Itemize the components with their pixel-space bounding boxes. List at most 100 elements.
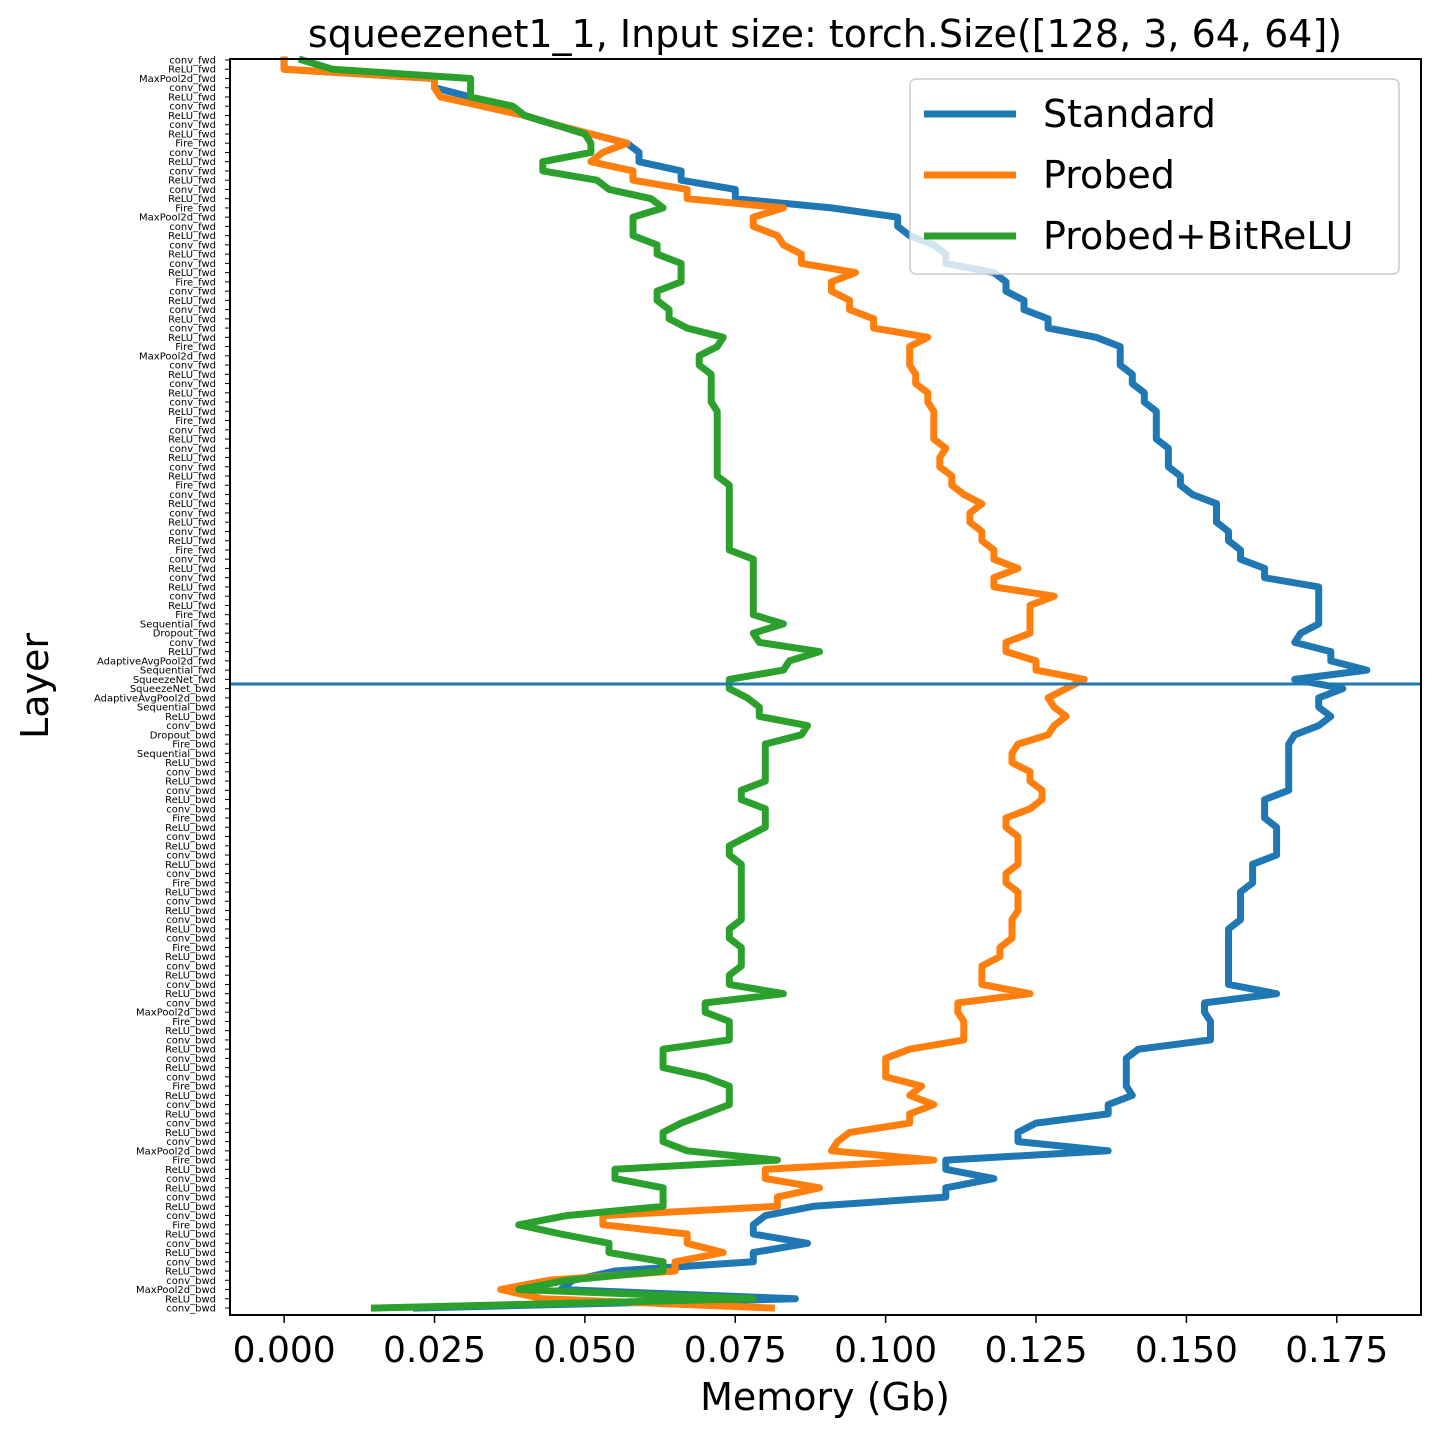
y-tick-label: ReLU_bwd (165, 1248, 216, 1259)
y-tick-label: conv_bwd (166, 804, 216, 815)
x-axis-label: Memory (Gb) (700, 1375, 950, 1419)
y-tick-label: MaxPool2d_bwd (136, 1008, 216, 1019)
y-tick-label: ReLU_bwd (165, 1109, 216, 1120)
y-tick-label: ReLU_fwd (168, 536, 216, 547)
y-tick-label: conv_fwd (169, 324, 216, 335)
y-tick-label: Sequential_fwd (140, 619, 216, 630)
y-tick-label: Fire_fwd (175, 139, 216, 150)
y-tick-label: conv_bwd (166, 1304, 216, 1315)
y-tick-label: conv_bwd (166, 1174, 216, 1185)
y-tick-label: ReLU_fwd (168, 388, 216, 399)
y-tick-label: ReLU_bwd (165, 1165, 216, 1176)
y-tick-label: ReLU_fwd (168, 499, 216, 510)
y-tick-label: conv_bwd (166, 1054, 216, 1065)
y-tick-label: conv_fwd (169, 222, 216, 233)
x-tick-label: 0.125 (984, 1330, 1087, 1371)
legend: Standard Probed Probed+BitReLU (909, 78, 1400, 275)
y-tick-label: conv_bwd (166, 1211, 216, 1222)
y-tick-label: SqueezeNet_fwd (133, 675, 216, 686)
y-tick-label: Sequential_bwd (137, 749, 216, 760)
legend-label: Probed (1043, 153, 1175, 197)
y-tick-label: conv_bwd (166, 1257, 216, 1268)
y-tick-label: ReLU_fwd (168, 65, 216, 76)
y-tick-label: Fire_bwd (172, 1017, 216, 1028)
y-tick-label: Dropout_bwd (150, 730, 216, 741)
y-tick-label: conv_bwd (166, 897, 216, 908)
y-tick-label: ReLU_fwd (168, 231, 216, 242)
x-tick-label: 0.175 (1285, 1330, 1388, 1371)
y-tick-label: ReLU_fwd (168, 194, 216, 205)
y-tick-label: conv_bwd (166, 1137, 216, 1148)
y-tick-label: ReLU_bwd (165, 989, 216, 1000)
y-tick-label: ReLU_bwd (165, 1128, 216, 1139)
y-tick-label: conv_fwd (169, 638, 216, 649)
y-tick-label: ReLU_bwd (165, 1294, 216, 1305)
y-tick-label: Fire_bwd (172, 878, 216, 889)
y-tick-label: conv_bwd (166, 961, 216, 972)
y-tick-label: conv_bwd (166, 1239, 216, 1250)
y-tick-label: ReLU_bwd (165, 777, 216, 788)
y-tick-label: conv_bwd (166, 1035, 216, 1046)
y-tick-label: ReLU_bwd (165, 1063, 216, 1074)
y-tick-label: ReLU_fwd (168, 268, 216, 279)
y-tick-label: ReLU_fwd (168, 472, 216, 483)
y-tick-label: conv_bwd (166, 721, 216, 732)
y-tick-label: SqueezeNet_bwd (130, 684, 216, 695)
y-tick-label: ReLU_fwd (168, 370, 216, 381)
y-tick-label: conv_bwd (166, 1100, 216, 1111)
y-tick-label: ReLU_bwd (165, 860, 216, 871)
y-tick-label: conv_fwd (169, 573, 216, 584)
y-tick-label: ReLU_fwd (168, 157, 216, 168)
y-tick-label: Fire_bwd (172, 1082, 216, 1093)
y-tick-label: ReLU_fwd (168, 582, 216, 593)
y-tick-label: conv_bwd (166, 915, 216, 926)
y-tick-label: conv_fwd (169, 398, 216, 409)
y-tick-label: AdaptiveAvgPool2d_bwd (94, 693, 216, 704)
y-tick-label: ReLU_fwd (168, 407, 216, 418)
y-tick-label: conv_fwd (169, 185, 216, 196)
y-tick-label: conv_fwd (169, 259, 216, 270)
y-tick-label: conv_fwd (169, 527, 216, 538)
y-tick-label: Fire_fwd (175, 203, 216, 214)
y-tick-label: ReLU_fwd (168, 296, 216, 307)
y-tick-label: conv_bwd (166, 998, 216, 1009)
legend-box (909, 78, 1400, 275)
y-tick-label: MaxPool2d_bwd (136, 1285, 216, 1296)
y-tick-label: conv_fwd (169, 56, 216, 67)
y-tick-label: Fire_bwd (172, 740, 216, 751)
y-tick-label: MaxPool2d_fwd (139, 213, 216, 224)
legend-label: Probed+BitReLU (1043, 214, 1353, 258)
chart-title: squeezenet1_1, Input size: torch.Size([1… (308, 12, 1342, 56)
y-tick-label: ReLU_bwd (165, 1026, 216, 1037)
x-tick-labels: 0.000 0.025 0.050 0.075 0.100 0.125 0.150 0.175 (233, 1315, 1388, 1371)
x-tick-label: 0.100 (834, 1330, 937, 1371)
y-tick-label: conv_bwd (166, 934, 216, 945)
y-tick-label: conv_fwd (169, 592, 216, 603)
y-tick-label: conv_fwd (169, 462, 216, 473)
y-tick-label: conv_fwd (169, 555, 216, 566)
y-tick-label: Fire_bwd (172, 814, 216, 825)
y-tick-label: Dropout_fwd (153, 629, 216, 640)
y-tick-label: ReLU_bwd (165, 795, 216, 806)
y-tick-label: ReLU_bwd (165, 888, 216, 899)
y-tick-label: Fire_fwd (175, 610, 216, 621)
y-tick-label: conv_fwd (169, 508, 216, 519)
y-tick-label: conv_fwd (169, 240, 216, 251)
y-tick-labels: conv_fwdReLU_fwdMaxPool2d_fwdconv_fwdReL… (94, 56, 230, 1315)
y-tick-label: ReLU_bwd (165, 906, 216, 917)
y-tick-label: ReLU_bwd (165, 1183, 216, 1194)
y-tick-label: Fire_fwd (175, 342, 216, 353)
y-tick-label: ReLU_fwd (168, 176, 216, 187)
x-tick-label: 0.075 (684, 1330, 787, 1371)
y-tick-label: conv_bwd (166, 1072, 216, 1083)
y-tick-label: MaxPool2d_bwd (136, 1146, 216, 1157)
y-tick-label: Fire_fwd (175, 277, 216, 288)
y-tick-label: ReLU_bwd (165, 1267, 216, 1278)
legend-label: Standard (1043, 92, 1216, 136)
y-tick-label: ReLU_fwd (168, 92, 216, 103)
y-tick-label: conv_fwd (169, 490, 216, 501)
x-tick-label: 0.025 (383, 1330, 486, 1371)
y-tick-label: ReLU_bwd (165, 1045, 216, 1056)
x-tick-label: 0.000 (233, 1330, 336, 1371)
